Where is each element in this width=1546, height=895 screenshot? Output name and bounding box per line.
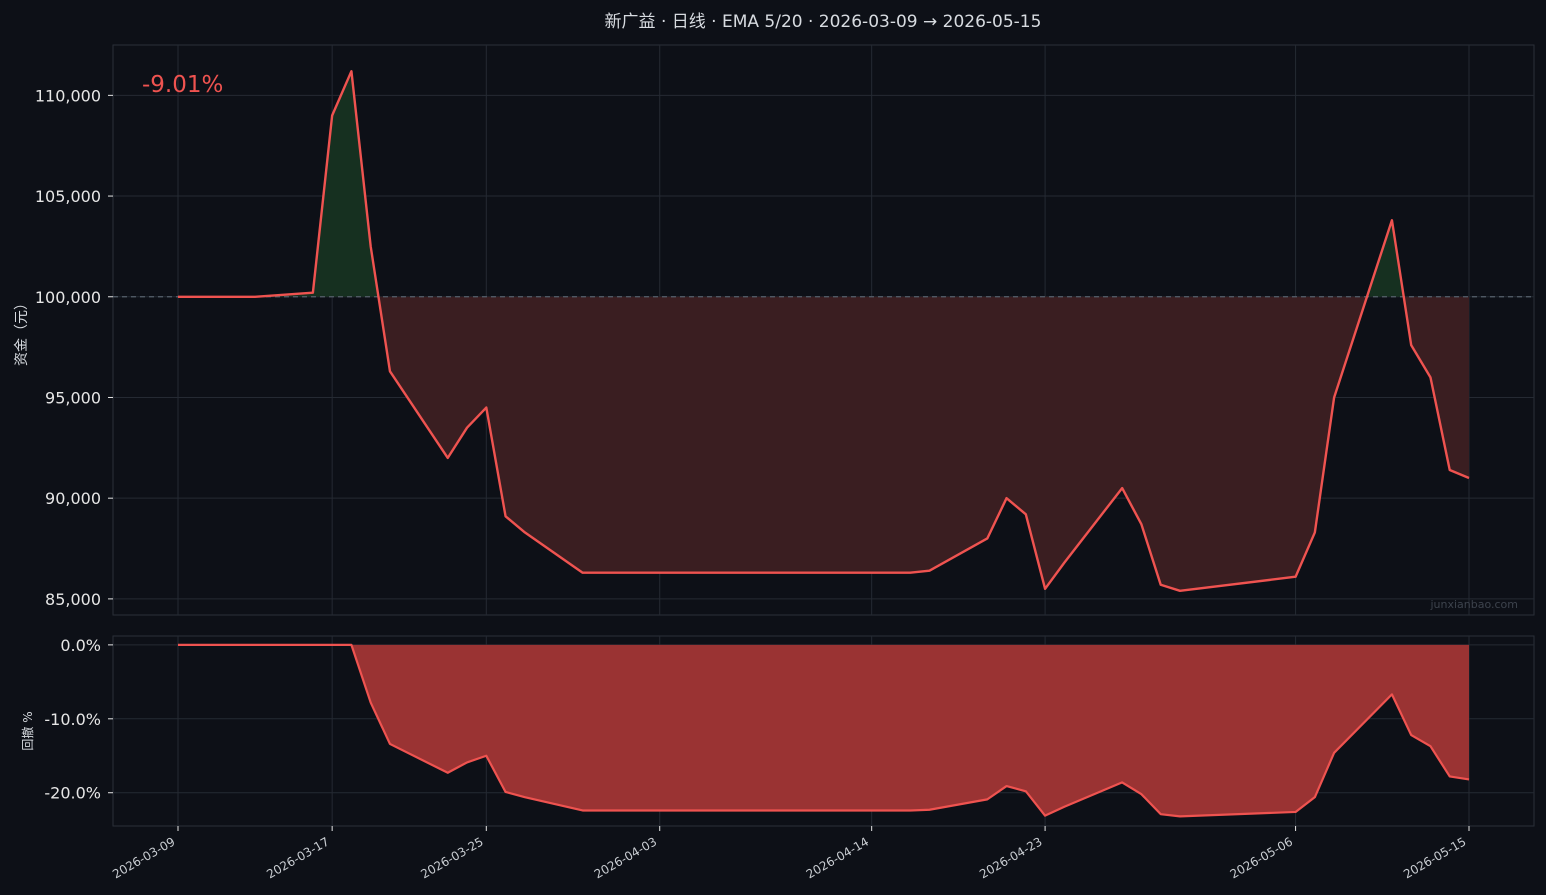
equity-y-tick-label: 90,000 <box>45 489 101 508</box>
drawdown-y-tick-label: -20.0% <box>44 784 101 803</box>
equity-y-axis-label: 资金（元） <box>14 296 30 366</box>
equity-y-tick-labels: 85,000 90,000 95,000 100,000 105,000 110,000 <box>35 86 113 609</box>
drawdown-points <box>177 644 1470 817</box>
equity-fills <box>255 71 1469 591</box>
equity-loss-area <box>1403 296 1469 479</box>
drawdown-fill <box>178 644 1469 817</box>
return-label: -9.01% <box>142 72 223 98</box>
drawdown-y-tick-label: 0.0% <box>60 636 101 655</box>
equity-y-tick-label: 85,000 <box>45 590 101 609</box>
equity-panel: 85,00090,00095,000100,000105,000110,000 … <box>14 44 1535 616</box>
equity-loss-area <box>378 296 1367 591</box>
equity-series-line <box>178 69 1470 593</box>
drawdown-y-tick-label: -10.0% <box>44 710 101 729</box>
drawdown-y-tick-labels: 0.0% -10.0% -20.0% <box>44 636 113 803</box>
drawdown-series-line <box>178 643 1470 818</box>
drawdown-y-axis-label: 回撤 % <box>20 711 35 750</box>
equity-points <box>177 71 1470 591</box>
drawdown-line-layer <box>178 643 1470 818</box>
drawdown-panel: 0.0% -10.0% -20.0% 回撤 % <box>20 635 1535 827</box>
chart-title: 新广益 · 日线 · EMA 5/20 · 2026-03-09 → 2026-… <box>605 12 1042 32</box>
equity-gain-area <box>255 71 379 297</box>
equity-line-layer <box>178 69 1470 593</box>
equity-y-tick-label: 110,000 <box>35 86 101 105</box>
equity-y-tick-label: 105,000 <box>35 187 101 206</box>
equity-y-tick-label: 95,000 <box>45 388 101 407</box>
watermark: junxianbao.com <box>1429 598 1518 611</box>
drawdown-area <box>178 644 1469 817</box>
equity-y-tick-label: 100,000 <box>35 288 101 307</box>
